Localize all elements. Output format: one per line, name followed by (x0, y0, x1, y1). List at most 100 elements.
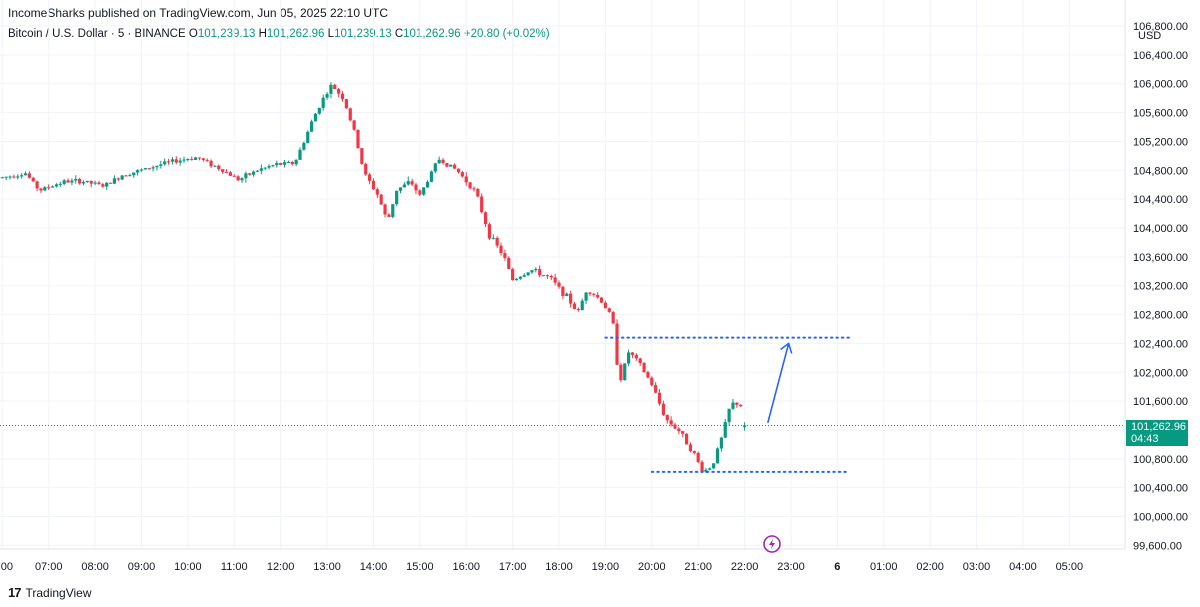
candle-body (627, 352, 631, 364)
candle (120, 175, 124, 181)
candle (453, 163, 457, 169)
candle-body (224, 171, 229, 173)
candle-body (541, 275, 546, 277)
grid-lines (0, 0, 1125, 549)
candle-body (85, 180, 89, 182)
currency-label[interactable]: USD (1138, 30, 1162, 42)
candle (16, 174, 20, 180)
candle-body (650, 377, 654, 386)
candle-body (213, 165, 217, 167)
candle (371, 178, 376, 191)
price-tick-label: 100,400.00 (1133, 483, 1188, 495)
candle-body (623, 363, 627, 381)
candle (650, 376, 654, 387)
price-tick-label: 100,000.00 (1133, 512, 1188, 524)
candle-body (723, 422, 727, 438)
price-tick-label: 106,000.00 (1133, 79, 1188, 91)
candle-body (81, 181, 86, 184)
candle (352, 120, 356, 131)
candle-body (677, 428, 681, 432)
candle (669, 416, 673, 427)
candle (557, 280, 561, 289)
time-tick-label: 10:00 (174, 561, 202, 573)
candle-body (275, 162, 279, 166)
candle (27, 171, 31, 179)
candle-body (611, 311, 615, 324)
candle (429, 170, 434, 183)
candle (719, 436, 723, 452)
tradingview-brand[interactable]: 17 TradingView (8, 585, 92, 600)
candle-body (731, 402, 735, 409)
price-tick-label: 105,600.00 (1133, 108, 1188, 120)
candle (31, 176, 35, 182)
candle-body (588, 292, 592, 294)
candle (499, 242, 503, 256)
candle (66, 178, 70, 183)
replay-icon[interactable] (763, 535, 781, 553)
candle-body (391, 204, 395, 217)
candle-body (201, 158, 205, 160)
brand-name: TradingView (25, 585, 92, 600)
candle-body (221, 169, 225, 172)
candle-body (306, 131, 310, 143)
candle-body (634, 354, 638, 359)
time-tick-label: 6 (834, 561, 840, 573)
candle-body (340, 93, 345, 100)
candle (611, 311, 615, 325)
candle (155, 165, 159, 171)
candle-body (252, 171, 256, 175)
candle (422, 187, 426, 196)
candle-body (476, 188, 480, 197)
candle-body (422, 187, 426, 195)
candle (418, 189, 422, 196)
candle-body (491, 237, 495, 239)
candle-body (692, 451, 696, 453)
candle (383, 203, 387, 218)
candle-body (545, 275, 550, 277)
candle-body (464, 176, 468, 183)
candle-body (557, 282, 561, 287)
candle-body (132, 172, 136, 176)
candle (329, 82, 333, 99)
candle (735, 402, 739, 408)
candle (132, 172, 136, 178)
candle (395, 190, 399, 207)
candle-body (271, 165, 275, 167)
candle-body (333, 84, 337, 90)
candle (708, 467, 712, 471)
candle-body (669, 420, 673, 425)
candle-body (460, 172, 464, 177)
candle-body (480, 196, 484, 213)
candle (391, 204, 395, 219)
candle (190, 156, 194, 161)
candle-body (263, 167, 267, 169)
candle (317, 107, 321, 115)
candle-body (553, 277, 557, 283)
candle (337, 87, 341, 98)
candle (294, 159, 298, 167)
candle (468, 181, 472, 190)
price-tick-label: 104,000.00 (1133, 223, 1188, 235)
candle (43, 186, 47, 192)
time-tick-label: 18:00 (545, 561, 573, 573)
time-tick-label: 03:00 (963, 561, 991, 573)
candle-body (298, 149, 302, 160)
candle (232, 174, 236, 177)
candle-body (236, 176, 240, 181)
candle (35, 180, 39, 192)
candle-body (62, 180, 66, 184)
candle (271, 164, 275, 168)
price-tick-label: 104,400.00 (1133, 194, 1188, 206)
candle-body (398, 187, 403, 191)
candle-body (27, 173, 31, 178)
candle-body (569, 293, 573, 304)
time-tick-label: 21:00 (684, 561, 712, 573)
candle (279, 162, 283, 166)
candle-body (286, 162, 291, 164)
candle-body (329, 84, 333, 94)
candle (588, 291, 592, 297)
candle (487, 222, 492, 241)
candle (507, 256, 511, 270)
candle-body (39, 188, 43, 191)
